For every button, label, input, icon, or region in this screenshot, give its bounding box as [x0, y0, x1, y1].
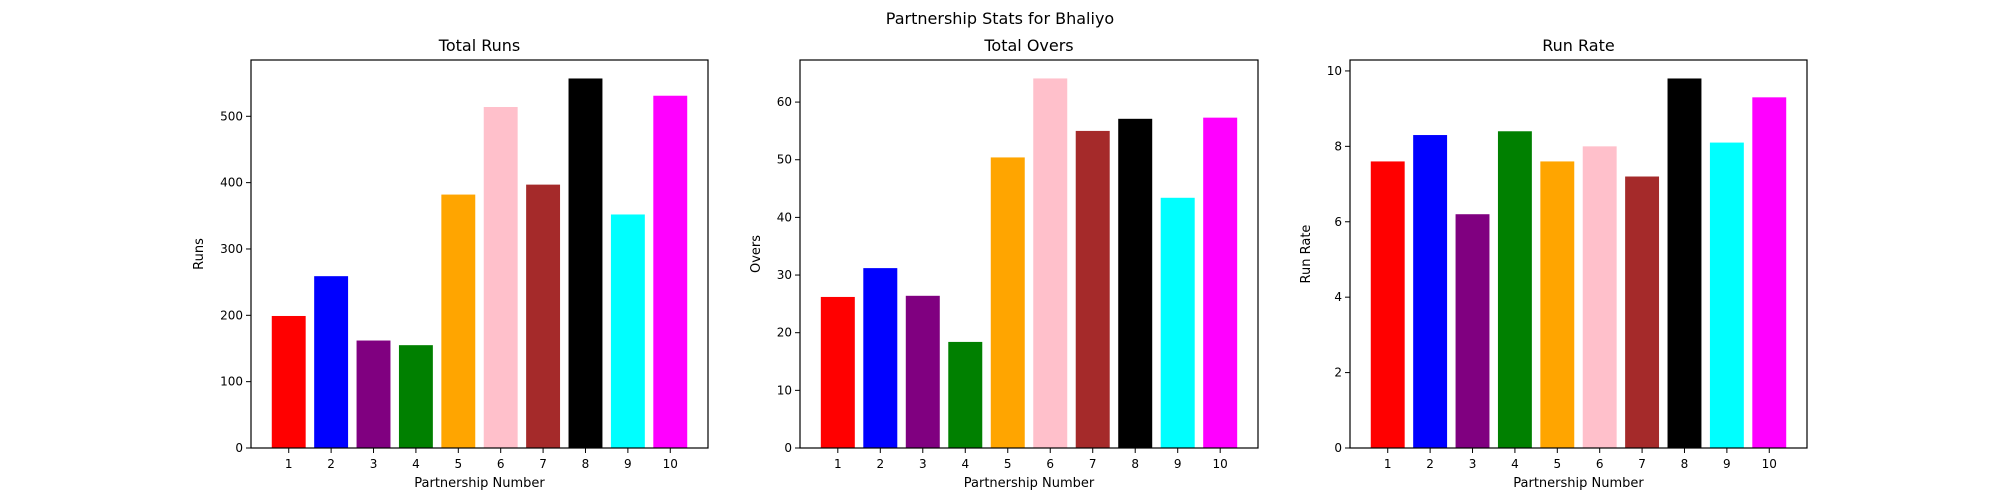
x-tick-label: 8: [582, 457, 590, 471]
bar-3: [356, 340, 391, 448]
x-tick-label: 9: [624, 457, 632, 471]
bar-9: [1709, 142, 1744, 448]
total-overs-panel: Partnership Number Overs 1 2 3 4 5 6 7 8 9 10 0 10 2…: [749, 36, 1259, 491]
y-tick-label: 100: [220, 375, 243, 389]
x-tick-label: 2: [327, 457, 335, 471]
y-axis-label: Runs: [192, 238, 207, 270]
axes-frame: [799, 59, 1259, 449]
panel-title: Total Runs: [438, 36, 520, 55]
bar-10: [1203, 117, 1238, 449]
y-axis-label: Run Rate: [1299, 225, 1314, 284]
y-tick-label: 0: [784, 441, 792, 455]
bar-1: [1370, 161, 1405, 448]
x-axis-label: Partnership Number: [964, 476, 1095, 491]
y-tick-label: 200: [220, 308, 243, 322]
y-tick-label: 10: [777, 383, 792, 397]
y-tick-label: 0: [1334, 441, 1342, 455]
y-tick-label: 10: [1327, 64, 1342, 78]
bar-6: [1582, 146, 1617, 448]
bar-4: [948, 341, 983, 448]
bar-8: [1667, 78, 1702, 448]
x-tick-label: 4: [961, 457, 969, 471]
axes-frame: [250, 59, 709, 449]
bar-5: [1540, 161, 1575, 448]
y-tick-label: 4: [1334, 290, 1342, 304]
bar-5: [990, 157, 1025, 448]
bar-4: [398, 345, 433, 448]
bar-2: [314, 276, 349, 448]
bar-6: [483, 107, 518, 448]
bar-7: [1625, 176, 1660, 448]
x-tick-label: 6: [1046, 457, 1054, 471]
bar-9: [1160, 197, 1195, 448]
bar-3: [905, 295, 940, 448]
x-tick-label: 8: [1681, 457, 1689, 471]
panel-title: Total Overs: [983, 36, 1073, 55]
y-axis-label: Overs: [749, 235, 764, 273]
y-tick-label: 400: [220, 176, 243, 190]
y-tick-label: 2: [1334, 366, 1342, 380]
y-tick-label: 30: [777, 268, 792, 282]
x-tick-label: 10: [1762, 457, 1777, 471]
y-tick-label: 0: [235, 441, 243, 455]
x-axis-label: Partnership Number: [414, 476, 545, 491]
run-rate-panel: Partnership Number Run Rate 1 2 3 4 5 6 7 8 9 10 0…: [1299, 36, 1808, 491]
x-tick-label: 5: [1553, 457, 1561, 471]
figure-title: Partnership Stats for Bhaliyo: [886, 9, 1114, 28]
x-tick-label: 3: [919, 457, 927, 471]
y-tick-label: 60: [777, 95, 792, 109]
x-tick-label: 8: [1131, 457, 1139, 471]
x-tick-label: 9: [1174, 457, 1182, 471]
total-runs-panel: Partnership Number Runs 1 2 3 4 5 6 7 8 9 1001002…: [192, 36, 709, 491]
x-tick-label: 2: [1426, 457, 1434, 471]
bar-7: [1075, 130, 1110, 448]
panel-title: Run Rate: [1542, 36, 1614, 55]
x-axis-label: Partnership Number: [1513, 476, 1644, 491]
x-tick-label: 3: [370, 457, 378, 471]
y-tick-label: 300: [220, 242, 243, 256]
bar-1: [820, 296, 855, 448]
y-tick-label: 20: [777, 326, 792, 340]
x-tick-label: 10: [1213, 457, 1228, 471]
bar-8: [1118, 118, 1153, 448]
x-tick-label: 4: [1511, 457, 1519, 471]
bar-8: [568, 78, 603, 448]
bar-1: [271, 315, 306, 448]
x-tick-label: 1: [1384, 457, 1392, 471]
x-tick-label: 1: [285, 457, 293, 471]
y-tick-label: 8: [1334, 139, 1342, 153]
bar-10: [1752, 97, 1787, 448]
y-tick-label: 50: [777, 153, 792, 167]
bar-10: [653, 95, 688, 448]
bar-6: [1033, 78, 1068, 448]
y-tick-label: 40: [777, 210, 792, 224]
x-tick-label: 10: [663, 457, 678, 471]
y-tick-label: 500: [220, 109, 243, 123]
x-tick-label: 6: [497, 457, 505, 471]
x-tick-label: 9: [1723, 457, 1731, 471]
bar-9: [610, 214, 645, 448]
y-tick-label: 6: [1334, 215, 1342, 229]
bar-2: [1413, 135, 1448, 449]
x-tick-label: 4: [412, 457, 420, 471]
bar-2: [863, 268, 898, 448]
x-tick-label: 5: [454, 457, 462, 471]
x-tick-label: 6: [1596, 457, 1604, 471]
bar-3: [1455, 214, 1490, 448]
bar-4: [1497, 131, 1532, 448]
x-tick-label: 3: [1469, 457, 1477, 471]
x-tick-label: 2: [876, 457, 884, 471]
bar-7: [526, 184, 561, 448]
bar-5: [441, 194, 476, 448]
x-tick-label: 7: [1638, 457, 1646, 471]
axes-frame: [1349, 59, 1808, 449]
x-tick-label: 7: [539, 457, 547, 471]
x-tick-label: 5: [1004, 457, 1012, 471]
x-tick-label: 7: [1089, 457, 1097, 471]
x-tick-label: 1: [834, 457, 842, 471]
